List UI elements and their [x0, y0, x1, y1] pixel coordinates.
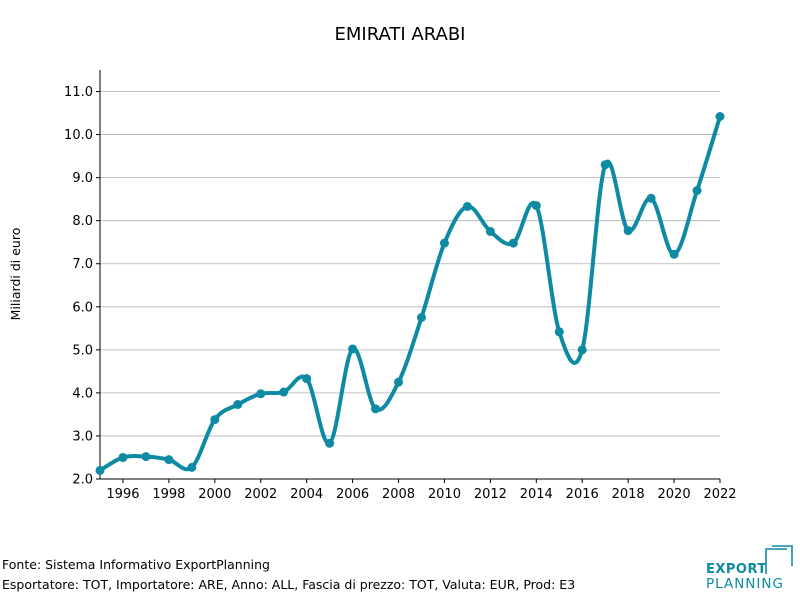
x-tick-label: 2016: [566, 487, 599, 502]
data-point-2016: [577, 345, 587, 355]
y-tick-label: 7.0: [72, 257, 93, 272]
data-point-2022: [715, 111, 725, 121]
x-tick-label: 1996: [106, 487, 139, 502]
axes: [96, 70, 721, 483]
x-tick-label: 2008: [382, 487, 415, 502]
y-tick-label: 4.0: [72, 386, 93, 401]
series-line: [98, 114, 722, 473]
y-tick-label: 10.0: [64, 128, 93, 143]
data-point-2013: [508, 238, 518, 248]
logo-text-top: EXPORT: [706, 562, 767, 577]
series-layer: [95, 111, 725, 475]
y-tick-label: 2.0: [72, 473, 93, 488]
data-point-2002: [256, 389, 266, 399]
tick-labels: 2.0 3.0 4.0 5.0 6.0 7.0 8.0 9.0 10.0 11.0 1996 1998…: [64, 85, 737, 502]
data-point-2007: [371, 404, 381, 414]
data-point-2003: [279, 387, 289, 397]
data-point-2004: [302, 374, 312, 384]
data-point-2014: [531, 201, 541, 211]
data-point-2008: [394, 377, 404, 387]
logo-text-bottom: PLANNING: [706, 576, 784, 592]
data-point-1995: [95, 465, 105, 475]
x-tick-label: 2012: [474, 487, 507, 502]
data-point-1996: [118, 452, 128, 462]
exportplanning-logo: EXPORT PLANNING: [700, 544, 796, 594]
x-tick-label: 2022: [703, 487, 736, 502]
y-tick-label: 11.0: [64, 85, 93, 100]
data-point-1998: [164, 455, 174, 465]
data-point-1999: [187, 462, 197, 472]
data-point-2015: [554, 327, 564, 337]
chart-title: EMIRATI ARABI: [335, 24, 466, 45]
y-tick-label: 5.0: [72, 343, 93, 358]
footer-filters: Esportatore: TOT, Importatore: ARE, Anno…: [2, 577, 576, 592]
x-tick-label: 2004: [290, 487, 323, 502]
y-tick-label: 9.0: [72, 171, 93, 186]
data-point-2005: [325, 438, 335, 448]
y-axis-label: Miliardi di euro: [8, 228, 23, 321]
footer-source: Fonte: Sistema Informativo ExportPlannin…: [2, 557, 270, 572]
data-point-2000: [210, 415, 220, 425]
data-point-2021: [692, 186, 702, 196]
grid-lines: [100, 91, 720, 480]
y-tick-label: 8.0: [72, 214, 93, 229]
data-point-2009: [416, 313, 426, 323]
x-tick-label: 2002: [244, 487, 277, 502]
x-tick-label: 2018: [612, 487, 645, 502]
x-tick-label: 1998: [152, 487, 185, 502]
logo-corner-icon: [765, 545, 793, 574]
data-point-2020: [669, 249, 679, 259]
x-tick-label: 2020: [658, 487, 691, 502]
data-point-1997: [141, 452, 151, 462]
data-point-2017: [600, 160, 610, 170]
x-tick-label: 2006: [336, 487, 369, 502]
data-point-2012: [485, 226, 495, 236]
data-point-2010: [439, 238, 449, 248]
data-point-2001: [233, 400, 243, 410]
x-tick-label: 2000: [198, 487, 231, 502]
data-point-2011: [462, 201, 472, 211]
x-tick-label: 2010: [428, 487, 461, 502]
y-tick-label: 3.0: [72, 429, 93, 444]
data-point-2019: [646, 193, 656, 203]
x-tick-label: 2014: [520, 487, 553, 502]
data-point-2006: [348, 344, 358, 354]
y-tick-label: 6.0: [72, 300, 93, 315]
data-point-2018: [623, 226, 633, 236]
